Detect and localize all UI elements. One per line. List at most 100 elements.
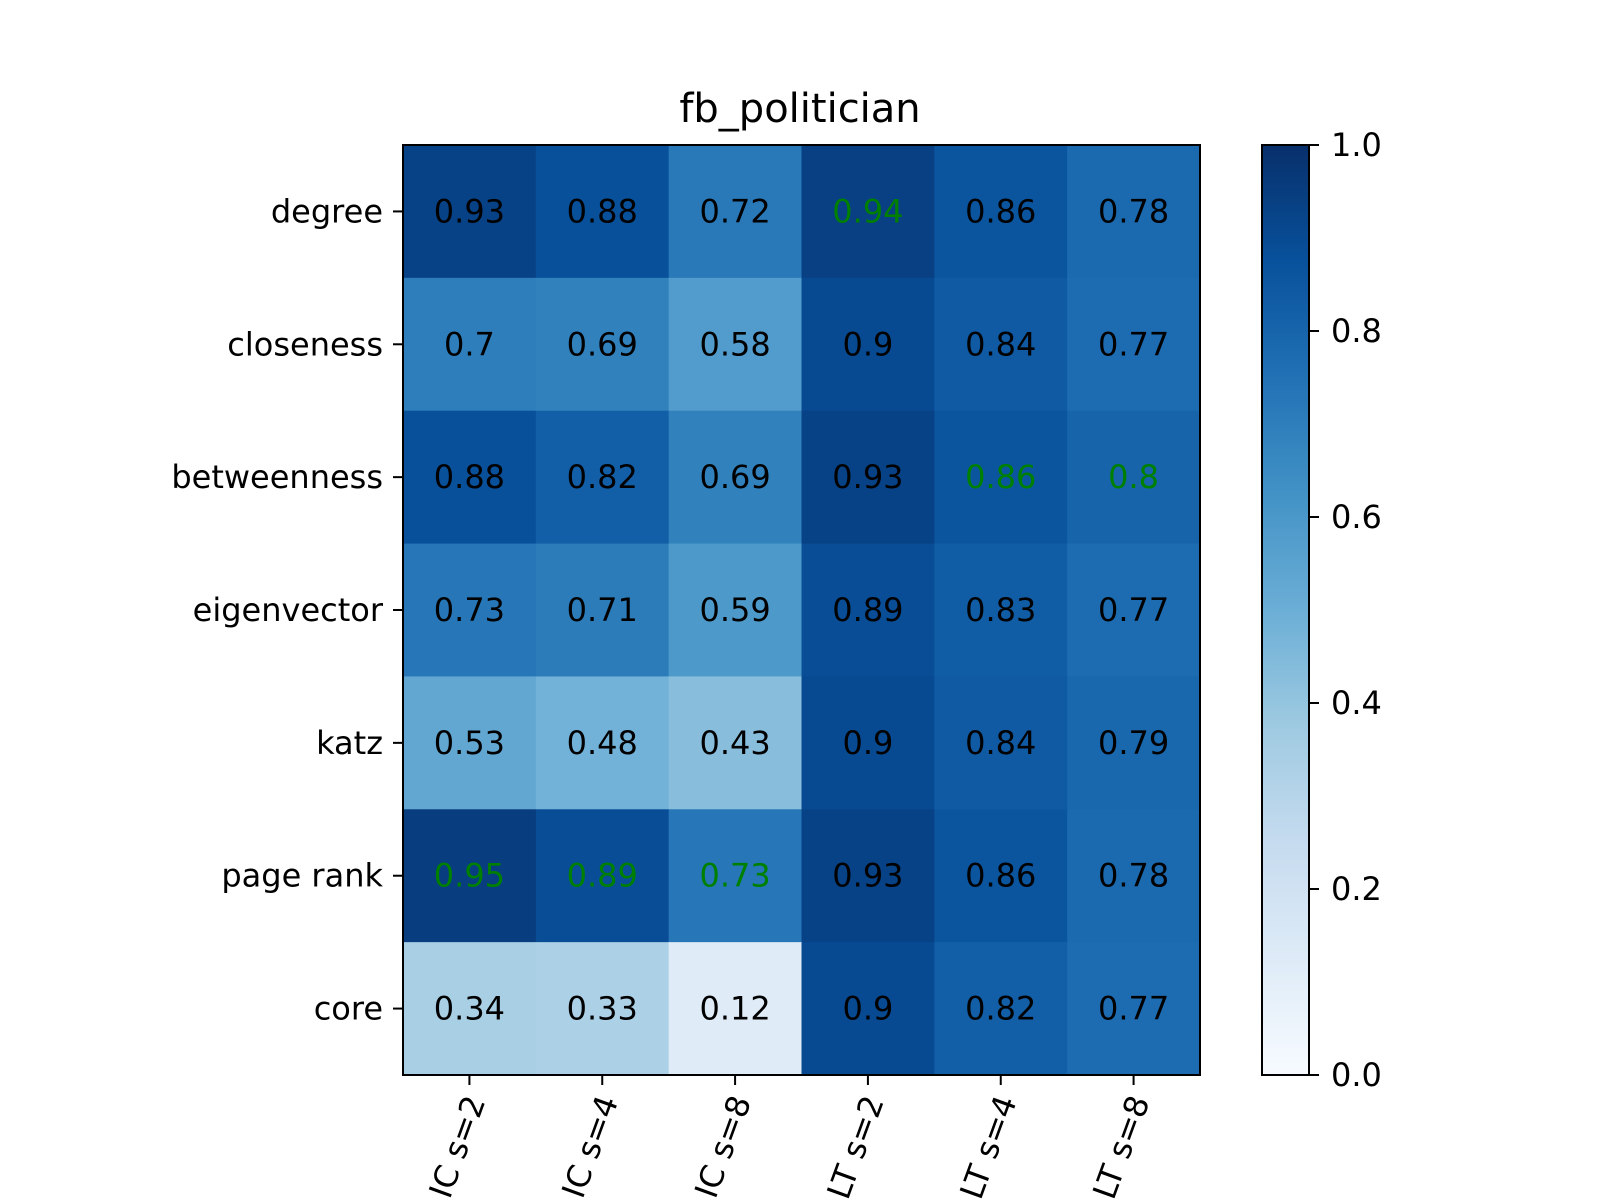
cell-value-label: 0.73 [699, 857, 770, 895]
colorbar-tick-label: 0.4 [1331, 684, 1382, 722]
heatmap-cell [403, 676, 537, 810]
chart-title: fb_politician [679, 86, 920, 132]
heatmap-cell [668, 809, 803, 943]
heatmap-cell [934, 676, 1068, 810]
colorbar-gradient [1262, 145, 1309, 1075]
colorbar-tick-label: 0.2 [1331, 870, 1382, 908]
heatmap-cell [403, 942, 537, 1076]
y-tick-label: katz [316, 724, 383, 762]
y-axis: degree closeness betweenness eigenvector kat… [171, 192, 403, 1028]
cell-value-label: 0.89 [567, 857, 638, 895]
heatmap-cell [801, 809, 935, 943]
heatmap-cell [668, 277, 803, 412]
cell-value-label: 0.86 [965, 857, 1036, 895]
cell-value-label: 0.77 [1098, 591, 1169, 629]
colorbar: 0.0 0.2 0.4 0.6 0.8 1.0 [1261, 126, 1382, 1094]
heatmap-cell [801, 145, 935, 279]
y-tick-label: eigenvector [193, 591, 384, 629]
heatmap-cell [801, 277, 935, 412]
cell-value-label: 0.33 [567, 990, 638, 1028]
cell-value-label: 0.79 [1098, 724, 1169, 762]
heatmap-cell [1067, 145, 1201, 279]
cell-value-label: 0.69 [699, 458, 770, 496]
heatmap-cell [1067, 543, 1201, 678]
cell-value-label: 0.93 [434, 192, 505, 230]
cell-value-label: 0.43 [699, 724, 770, 762]
heatmap-cell [668, 543, 803, 678]
cell-value-label: 0.86 [965, 458, 1036, 496]
y-tick-label: core [314, 990, 383, 1028]
cell-value-label: 0.88 [434, 458, 505, 496]
cell-value-label: 0.12 [699, 990, 770, 1028]
heatmap-cell [934, 543, 1068, 678]
heatmap-cell [535, 942, 670, 1076]
cell-value-label: 0.84 [965, 325, 1036, 363]
heatmap-cell [403, 145, 537, 279]
cell-value-label: 0.82 [567, 458, 638, 496]
colorbar-tick-label: 0.0 [1331, 1056, 1382, 1094]
cell-value-label: 0.86 [965, 192, 1036, 230]
heatmap-cell [801, 942, 935, 1076]
heatmap-cell-labels: 0.93 0.88 0.72 0.94 0.86 0.78 0.7 0.69 0.58 0.9 0.… [434, 192, 1169, 1027]
cell-value-label: 0.7 [444, 325, 495, 363]
cell-value-label: 0.48 [567, 724, 638, 762]
y-tick-label: degree [271, 192, 383, 230]
cell-value-label: 0.71 [567, 591, 638, 629]
cell-value-label: 0.69 [567, 325, 638, 363]
cell-value-label: 0.9 [842, 990, 893, 1028]
cell-value-label: 0.78 [1098, 857, 1169, 895]
heatmap-cell [403, 809, 537, 943]
heatmap-cell [801, 543, 935, 678]
cell-value-label: 0.34 [434, 990, 505, 1028]
heatmap-cell [934, 942, 1068, 1076]
heatmap-cell [668, 145, 803, 279]
y-tick-label: closeness [227, 325, 383, 363]
y-tick-label: betweenness [171, 458, 383, 496]
cell-value-label: 0.9 [842, 325, 893, 363]
cell-value-label: 0.93 [832, 857, 903, 895]
heatmap-cell [535, 145, 670, 279]
y-tick-label: page rank [221, 857, 383, 895]
heatmap-cell [934, 277, 1068, 412]
heatmap-cell [934, 809, 1068, 943]
cell-value-label: 0.84 [965, 724, 1036, 762]
cell-value-label: 0.59 [699, 591, 770, 629]
colorbar-tick-label: 0.6 [1331, 498, 1382, 536]
cell-value-label: 0.88 [567, 192, 638, 230]
heatmap-cell [801, 410, 935, 545]
heatmap-cell [934, 410, 1068, 545]
cell-value-label: 0.93 [832, 458, 903, 496]
heatmap-cell [1067, 676, 1201, 810]
cell-value-label: 0.94 [832, 192, 903, 230]
cell-value-label: 0.8 [1108, 458, 1159, 496]
colorbar-tick-label: 1.0 [1331, 126, 1382, 164]
heatmap-cell [1067, 410, 1201, 545]
heatmap-cell [403, 410, 537, 545]
heatmap-cell [1067, 809, 1201, 943]
heatmap-cell [535, 543, 670, 678]
heatmap-cell [668, 410, 803, 545]
heatmap-cells [403, 145, 1201, 1076]
heatmap-cell [801, 676, 935, 810]
colorbar-tick-label: 0.8 [1331, 312, 1382, 350]
cell-value-label: 0.95 [434, 857, 505, 895]
cell-value-label: 0.9 [842, 724, 893, 762]
heatmap-cell [668, 676, 803, 810]
cell-value-label: 0.72 [699, 192, 770, 230]
cell-value-label: 0.73 [434, 591, 505, 629]
heatmap-cell [1067, 942, 1201, 1076]
cell-value-label: 0.77 [1098, 990, 1169, 1028]
cell-value-label: 0.83 [965, 591, 1036, 629]
heatmap-cell [668, 942, 803, 1076]
heatmap-cell [535, 410, 670, 545]
cell-value-label: 0.77 [1098, 325, 1169, 363]
heatmap-cell [934, 145, 1068, 279]
cell-value-label: 0.82 [965, 990, 1036, 1028]
heatmap-cell [535, 809, 670, 943]
cell-value-label: 0.58 [699, 325, 770, 363]
heatmap-cell [535, 277, 670, 412]
cell-value-label: 0.78 [1098, 192, 1169, 230]
heatmap-cell [535, 676, 670, 810]
cell-value-label: 0.89 [832, 591, 903, 629]
